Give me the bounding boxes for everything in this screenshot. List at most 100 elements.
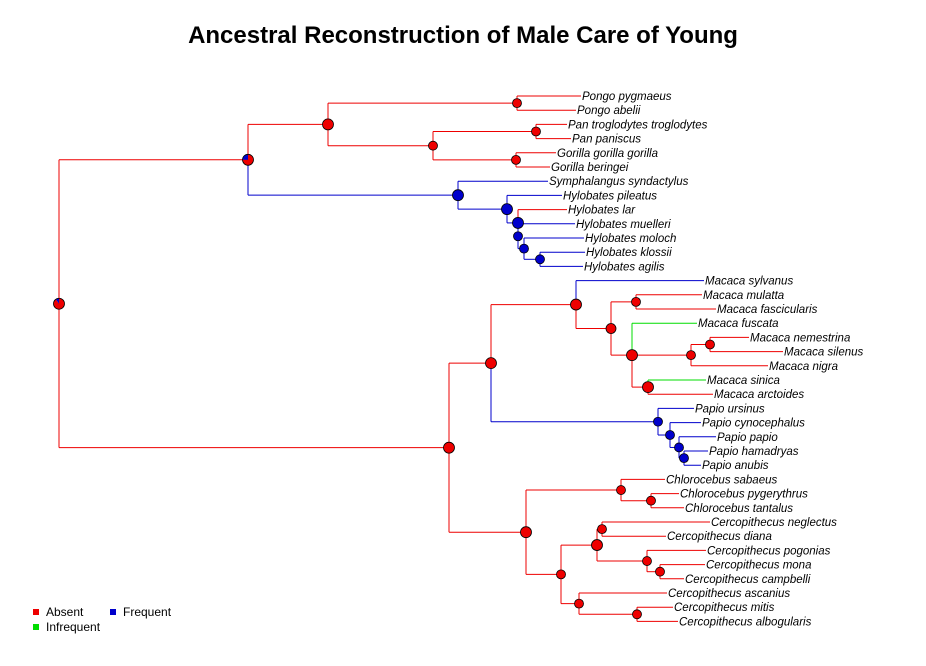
ancestral-node-hylo1 xyxy=(501,203,513,216)
ancestral-node-hylo2 xyxy=(512,217,524,229)
node-circle xyxy=(632,609,642,620)
tip-label: Macaca silenus xyxy=(784,347,864,359)
ancestral-node-gorilla xyxy=(511,154,521,165)
tip-label: Hylobates muelleri xyxy=(576,219,671,231)
ancestral-node-cercopithecini xyxy=(520,526,532,539)
ancestral-node-mac_ns xyxy=(705,339,715,350)
node-circle xyxy=(485,357,497,370)
tip-label: Chlorocebus sabaeus xyxy=(666,474,777,486)
node-circle xyxy=(452,189,464,202)
ancestral-node-macaca xyxy=(570,298,582,311)
ancestral-node-hylo4 xyxy=(519,243,529,254)
tip-label: Pongo pygmaeus xyxy=(582,91,672,103)
ancestral-node-greatapes xyxy=(322,118,334,131)
tip-label: Cercopithecus pogonias xyxy=(707,545,831,557)
ancestral-node-hominoids xyxy=(242,153,254,166)
tip-label: Macaca sylvanus xyxy=(705,276,793,288)
ancestral-node-cer_ma xyxy=(632,609,642,620)
node-circle xyxy=(665,430,675,440)
tip-label: Cercopithecus mona xyxy=(706,560,811,572)
ancestral-node-cercopith xyxy=(443,441,455,454)
tip-label: Papio cynocephalus xyxy=(702,418,805,430)
tip-label: Chlorocebus pygerythrus xyxy=(680,489,808,501)
tip-label: Gorilla beringei xyxy=(551,162,629,174)
legend-swatch-frequent xyxy=(110,609,116,615)
ancestral-node-cer2 xyxy=(591,539,603,551)
ancestral-node-chloro xyxy=(616,485,626,495)
ancestral-node-cer_mc xyxy=(655,566,665,577)
legend: Absent Frequent Infrequent xyxy=(33,605,172,634)
tip-label: Pan paniscus xyxy=(572,134,641,146)
tip-label: Papio ursinus xyxy=(695,403,765,415)
ancestral-node-mac2 xyxy=(605,323,617,334)
tip-label: Hylobates moloch xyxy=(585,233,676,245)
ancestral-node-gibbons xyxy=(452,189,464,202)
node-circle xyxy=(513,231,523,242)
node-circle xyxy=(535,254,545,265)
ancestral-node-mac_mf xyxy=(631,296,641,307)
node-circle xyxy=(428,140,438,151)
tip-label: Papio papio xyxy=(717,432,778,444)
ancestral-node-mac_nem xyxy=(686,350,696,361)
ancestral-node-pongo xyxy=(512,98,522,108)
ancestral-node-root xyxy=(53,297,65,310)
tip-label: Hylobates pileatus xyxy=(563,190,657,202)
tip-labels: Pongo pygmaeus Pongo abelii Pan troglodyte… xyxy=(549,91,864,628)
node-circle xyxy=(511,154,521,165)
node-circle xyxy=(574,598,584,609)
tip-label: Pongo abelii xyxy=(577,105,641,117)
tip-label: Hylobates agilis xyxy=(584,261,665,273)
ancestral-node-cer_pmc xyxy=(642,556,652,566)
node-circle xyxy=(605,323,617,334)
ancestral-node-pan xyxy=(531,126,541,137)
ancestral-node-hylo5 xyxy=(535,254,545,265)
tip-label: Cercopithecus campbelli xyxy=(685,574,811,586)
node-circle xyxy=(556,569,566,580)
tip-label: Macaca fuscata xyxy=(698,318,779,330)
node-circle xyxy=(646,495,656,506)
node-circle xyxy=(679,453,689,464)
node-circle xyxy=(597,524,607,534)
node-circle xyxy=(674,442,684,453)
ancestral-node-papionini xyxy=(485,357,497,370)
node-circle xyxy=(531,126,541,137)
tip-label: Cercopithecus neglectus xyxy=(711,517,837,529)
tip-label: Gorilla gorilla gorilla xyxy=(557,148,658,160)
node-circle xyxy=(519,243,529,254)
ancestral-node-cer3 xyxy=(574,598,584,609)
tip-label: Macaca fascicularis xyxy=(717,304,818,316)
tip-label: Macaca mulatta xyxy=(703,290,784,302)
node-circle xyxy=(520,526,532,539)
node-circle xyxy=(570,298,582,311)
tip-label: Symphalangus syndactylus xyxy=(549,176,689,188)
tip-label: Pan troglodytes troglodytes xyxy=(568,119,708,131)
node-circle xyxy=(512,217,524,229)
ancestral-node-cerco xyxy=(556,569,566,580)
pie-slice-frequent xyxy=(242,154,248,160)
node-circle xyxy=(322,118,334,131)
ancestral-node-african xyxy=(428,140,438,151)
node-circle xyxy=(653,416,663,427)
tip-label: Macaca nigra xyxy=(769,361,838,373)
node-circle xyxy=(655,566,665,577)
ancestral-node-pap3 xyxy=(674,442,684,453)
node-circle xyxy=(626,349,638,362)
node-circle xyxy=(591,539,603,551)
node-circle xyxy=(686,350,696,361)
tip-label: Macaca nemestrina xyxy=(750,332,850,344)
tip-label: Macaca arctoides xyxy=(714,389,804,401)
tip-label: Cercopithecus mitis xyxy=(674,602,775,614)
node-outline xyxy=(242,153,254,166)
ancestral-node-mac_sa xyxy=(642,381,654,394)
node-circle xyxy=(642,556,652,566)
tip-label: Papio anubis xyxy=(702,460,769,472)
node-circle xyxy=(616,485,626,495)
chart-title: Ancestral Reconstruction of Male Care of… xyxy=(188,22,738,49)
tip-label: Hylobates lar xyxy=(568,205,636,217)
legend-label-absent: Absent xyxy=(46,605,84,619)
tip-label: Cercopithecus ascanius xyxy=(668,588,790,600)
pie-slice-frequent xyxy=(55,298,59,304)
legend-swatch-absent xyxy=(33,609,39,615)
ancestral-node-pap4 xyxy=(679,453,689,464)
node-outline xyxy=(53,297,65,310)
